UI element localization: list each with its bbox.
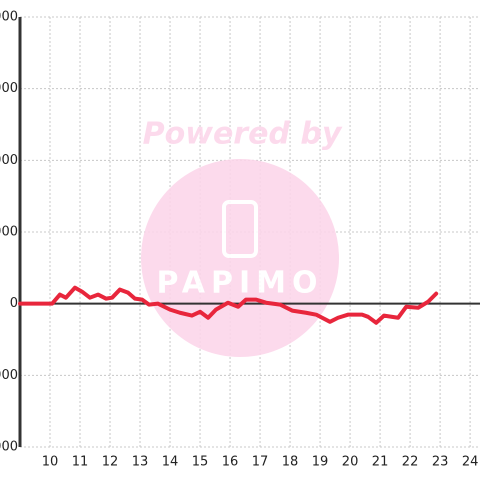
watermark-text: Powered by [143, 117, 343, 152]
x-tick-label: 11 [72, 455, 89, 470]
x-tick-label: 10 [42, 455, 59, 470]
x-tick-label: 15 [192, 455, 209, 470]
watermark-icon [222, 200, 258, 258]
x-tick-label: 19 [312, 455, 329, 470]
y-tick-label: 0 [10, 296, 18, 311]
x-tick-label: 17 [252, 455, 269, 470]
y-tick-label: -6,000 [0, 440, 18, 455]
x-tick-label: 21 [372, 455, 389, 470]
y-tick-label: 6,000 [0, 153, 18, 168]
y-tick-label: 9,000 [0, 81, 18, 96]
y-tick-label: 3,000 [0, 225, 18, 240]
x-tick-label: 23 [432, 455, 449, 470]
x-tick-label: 22 [402, 455, 419, 470]
watermark: Powered by PAPIMO [141, 117, 343, 357]
x-tick-label: 20 [342, 455, 359, 470]
x-tick-label: 12 [102, 455, 119, 470]
x-tick-label: 18 [282, 455, 299, 470]
x-tick-label: 13 [132, 455, 149, 470]
y-tick-label: -3,000 [0, 368, 18, 383]
x-tick-label: 14 [162, 455, 179, 470]
x-tick-label: 24 [462, 455, 479, 470]
data-line [18, 285, 439, 325]
watermark-logo: PAPIMO [157, 266, 324, 301]
y-tick-label: 12,000 [0, 10, 18, 25]
x-tick-label: 16 [222, 455, 239, 470]
